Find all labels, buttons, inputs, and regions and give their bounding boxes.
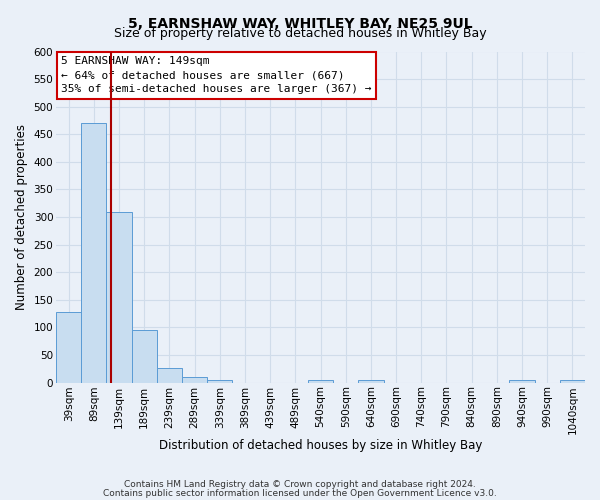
Bar: [182, 376, 207, 382]
Bar: [131, 330, 157, 382]
Text: 5 EARNSHAW WAY: 149sqm
← 64% of detached houses are smaller (667)
35% of semi-de: 5 EARNSHAW WAY: 149sqm ← 64% of detached…: [61, 56, 372, 94]
X-axis label: Distribution of detached houses by size in Whitley Bay: Distribution of detached houses by size …: [159, 440, 482, 452]
Bar: [56, 312, 81, 382]
Y-axis label: Number of detached properties: Number of detached properties: [15, 124, 28, 310]
Bar: [157, 368, 182, 382]
Bar: [207, 380, 232, 382]
Bar: [560, 380, 585, 382]
Text: Contains public sector information licensed under the Open Government Licence v3: Contains public sector information licen…: [103, 488, 497, 498]
Bar: [358, 380, 383, 382]
Text: 5, EARNSHAW WAY, WHITLEY BAY, NE25 9UL: 5, EARNSHAW WAY, WHITLEY BAY, NE25 9UL: [128, 18, 472, 32]
Bar: [308, 380, 333, 382]
Title: 5, EARNSHAW WAY, WHITLEY BAY, NE25 9UL
Size of property relative to detached hou: 5, EARNSHAW WAY, WHITLEY BAY, NE25 9UL S…: [0, 499, 1, 500]
Bar: [106, 212, 131, 382]
Text: Size of property relative to detached houses in Whitley Bay: Size of property relative to detached ho…: [113, 28, 487, 40]
Bar: [509, 380, 535, 382]
Bar: [81, 124, 106, 382]
Text: Contains HM Land Registry data © Crown copyright and database right 2024.: Contains HM Land Registry data © Crown c…: [124, 480, 476, 489]
